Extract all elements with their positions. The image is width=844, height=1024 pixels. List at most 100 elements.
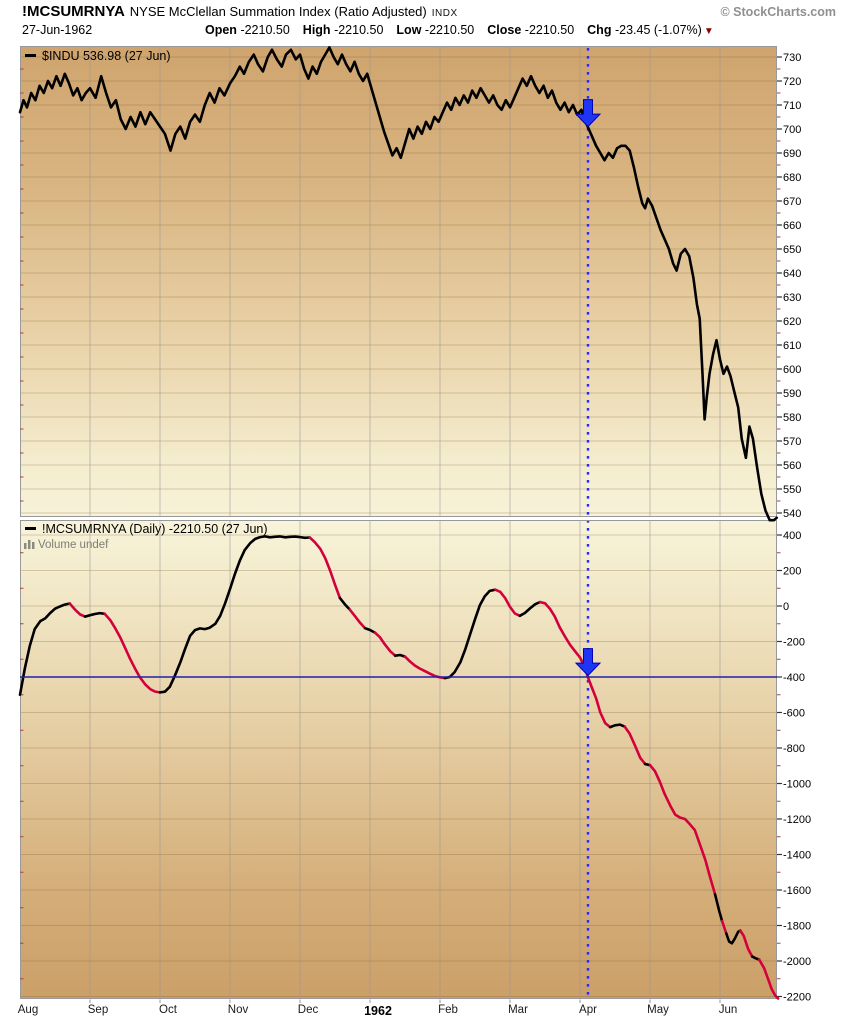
bottom-panel-legend: !MCSUMRNYA (Daily) -2210.50 (27 Jun): [25, 522, 268, 536]
y-axis: 730 720 710 700 690 680 670 660 650 640 630 620 610 6…: [20, 52, 811, 1004]
stockcharts-copyright: © StockCharts.com: [720, 5, 837, 19]
change-value: Chg -23.45 (-1.07%) ▼: [587, 23, 714, 37]
y-axis-label: -1000: [783, 779, 811, 791]
y-axis-label: 730: [783, 52, 801, 64]
y-axis-label: 690: [783, 148, 801, 160]
y-axis-label: 550: [783, 484, 801, 496]
y-axis-label: 710: [783, 100, 801, 112]
quote-line: 27-Jun-1962 Open -2210.50 High -2210.50 …: [22, 23, 832, 37]
y-axis-label: -2000: [783, 956, 811, 968]
volume-bars-icon: [24, 539, 35, 552]
y-axis-label: -1600: [783, 885, 811, 897]
bottom-panel-border: [20, 520, 777, 999]
summation-line-segment-black: [724, 929, 742, 945]
summation-line-segment-red: [738, 929, 754, 958]
summation-line-segment-red: [348, 608, 367, 630]
y-axis-label: 670: [783, 196, 801, 208]
summation-line-segment-red: [68, 602, 87, 618]
gridlines: [20, 46, 777, 999]
volume-label-row: Volume undef: [24, 539, 108, 552]
chart-header: !MCSUMRNYA NYSE McClellan Summation Index…: [22, 3, 822, 21]
y-axis-label: 650: [783, 244, 801, 256]
down-arrow-annotation: [574, 648, 602, 677]
y-axis-label: 640: [783, 268, 801, 280]
volume-label: Volume undef: [38, 539, 109, 551]
high-value: High -2210.50: [302, 23, 384, 37]
x-axis-label: May: [647, 1004, 669, 1016]
y-axis-label: -600: [783, 708, 805, 720]
symbol-label: !MCSUMRNYA: [22, 3, 125, 20]
x-axis-label: Apr: [579, 1004, 597, 1016]
close-value: Close -2210.50: [487, 23, 575, 37]
bottom-legend-text: !MCSUMRNYA (Daily) -2210.50 (27 Jun): [42, 522, 268, 536]
ohlc-quote: Open -2210.50 High -2210.50 Low -2210.50…: [205, 23, 714, 37]
summation-line-segment-black: [363, 626, 377, 634]
x-axis-label: Feb: [438, 1004, 458, 1016]
y-axis-label: 400: [783, 530, 801, 542]
x-axis-label: Sep: [87, 1004, 109, 1016]
bottom-panel-background: [20, 520, 777, 999]
y-axis-label: 560: [783, 460, 801, 472]
summation-line-segment-red: [757, 958, 780, 1000]
legend-dash-icon: [25, 54, 36, 57]
summation-line-segment-red: [538, 600, 612, 729]
x-axis-label: Aug: [17, 1004, 39, 1016]
summation-line-segment-black: [338, 596, 352, 611]
y-axis-label: 680: [783, 172, 801, 184]
y-axis-label: -200: [783, 637, 805, 649]
change-down-triangle-icon: ▼: [703, 26, 714, 37]
summation-line-segment-black: [443, 588, 497, 680]
summation-line-segment-black: [393, 653, 407, 658]
y-axis-label: 700: [783, 124, 801, 136]
open-value: Open -2210.50: [205, 23, 290, 37]
legend-dash-icon: [25, 527, 36, 530]
low-value: Low -2210.50: [396, 23, 475, 37]
y-axis-label: 620: [783, 316, 801, 328]
x-axis-label: 1962: [364, 1004, 392, 1018]
y-axis-label: -1200: [783, 814, 811, 826]
y-axis-label: 0: [783, 601, 789, 613]
summation-line-segment-red: [493, 588, 522, 618]
y-axis-label: -1800: [783, 921, 811, 933]
summation-line-segment-red: [648, 763, 717, 896]
y-axis-label: -800: [783, 743, 805, 755]
y-axis-label: 610: [783, 340, 801, 352]
chart-canvas: 730 720 710 700 690 680 670 660 650 640 630 620 610 6…: [18, 46, 811, 1004]
y-axis-label: -1400: [783, 850, 811, 862]
y-axis-label: 590: [783, 388, 801, 400]
x-axis-label: Dec: [297, 1004, 319, 1016]
x-axis-label: Oct: [159, 1004, 177, 1016]
down-arrow-annotation: [574, 99, 602, 128]
y-axis-label: 540: [783, 508, 801, 520]
y-axis-label: 570: [783, 436, 801, 448]
summation-line-segment-black: [713, 893, 724, 923]
x-axis: Aug Sep Oct Nov Dec 1962 Feb Mar Apr May Jun: [0, 1001, 844, 1021]
exchange-label: INDX: [431, 8, 458, 19]
y-axis-label: -400: [783, 672, 805, 684]
y-axis-label: 200: [783, 566, 801, 578]
y-axis-label: 630: [783, 292, 801, 304]
y-axis-label: 580: [783, 412, 801, 424]
summation-line-segment-black: [83, 611, 106, 618]
summation-line-segment-red: [103, 612, 162, 694]
y-axis-label: 720: [783, 76, 801, 88]
top-panel-legend: $INDU 536.98 (27 Jun): [25, 49, 171, 63]
summation-line-segment-red: [308, 536, 342, 600]
chart-title: NYSE McClellan Summation Index (Ratio Ad…: [129, 4, 427, 19]
summation-line-segment-black: [18, 602, 71, 697]
summation-line-segment-black: [608, 723, 627, 729]
top-panel-border: [20, 46, 777, 517]
top-legend-text: $INDU 536.98 (27 Jun): [42, 49, 171, 63]
summation-line-segment-red: [623, 725, 647, 766]
y-axis-label: 660: [783, 220, 801, 232]
y-axis-label: 600: [783, 364, 801, 376]
summation-line-segment-red: [373, 631, 397, 658]
x-axis-label: Mar: [508, 1004, 528, 1016]
quote-date: 27-Jun-1962: [22, 23, 93, 37]
x-axis-label: Jun: [718, 1004, 738, 1016]
summation-line-segment-black: [518, 600, 542, 618]
indu-price-line: [18, 46, 779, 522]
summation-line-segment-black: [158, 535, 312, 694]
summation-line-segment-red: [720, 919, 728, 935]
